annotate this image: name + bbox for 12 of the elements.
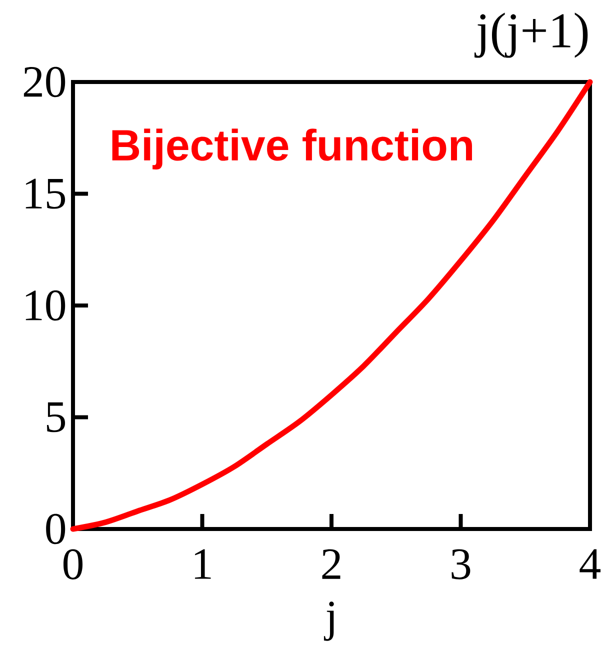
x-tick-label: 2 xyxy=(322,549,340,579)
y-tick-label: 20 xyxy=(24,66,66,98)
y-tick-label: 15 xyxy=(26,178,66,209)
y-tick-label: 10 xyxy=(26,290,66,321)
x-tick-label: 4 xyxy=(580,549,601,579)
x-tick-label: 1 xyxy=(194,549,211,579)
y-tick-label: 0 xyxy=(46,514,66,544)
x-axis-title: j xyxy=(324,602,334,641)
y-tick-label: 5 xyxy=(46,402,66,432)
y-axis-title: j(j+1) xyxy=(474,12,588,58)
x-tick-label: 3 xyxy=(452,549,470,580)
series-label: Bijective function xyxy=(112,128,472,170)
